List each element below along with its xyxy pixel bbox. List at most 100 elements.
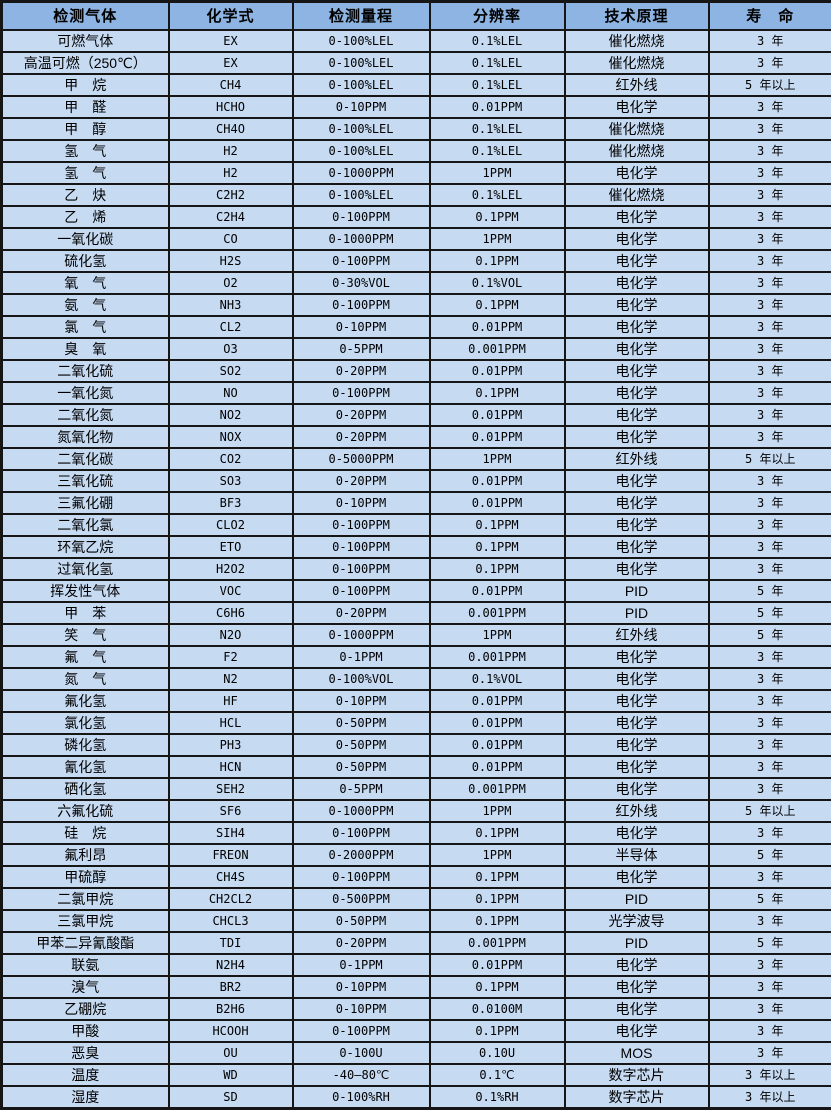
table-row: 三氟化硼 BF3 0-10PPM 0.01PPM 电化学 3 年: [2, 492, 831, 514]
cell-lifespan: 3 年: [709, 690, 831, 712]
cell-detection-range: 0-20PPM: [293, 602, 430, 624]
cell-technology: 电化学: [565, 998, 709, 1020]
cell-lifespan: 3 年: [709, 976, 831, 998]
cell-resolution: 0.1%VOL: [430, 668, 565, 690]
cell-chemical-formula: N2O: [169, 624, 293, 646]
cell-technology: 红外线: [565, 624, 709, 646]
table-row: 乙 炔 C2H2 0-100%LEL 0.1%LEL 催化燃烧 3 年: [2, 184, 831, 206]
cell-detection-range: 0-20PPM: [293, 470, 430, 492]
cell-detection-range: 0-1000PPM: [293, 162, 430, 184]
cell-gas-name: 过氧化氢: [2, 558, 169, 580]
cell-gas-name: 湿度: [2, 1086, 169, 1109]
cell-gas-name: 挥发性气体: [2, 580, 169, 602]
table-row: 氮氧化物 NOX 0-20PPM 0.01PPM 电化学 3 年: [2, 426, 831, 448]
cell-resolution: 0.1PPM: [430, 822, 565, 844]
table-row: 溴气 BR2 0-10PPM 0.1PPM 电化学 3 年: [2, 976, 831, 998]
table-row: 乙硼烷 B2H6 0-10PPM 0.0100M 电化学 3 年: [2, 998, 831, 1020]
cell-chemical-formula: CO: [169, 228, 293, 250]
cell-technology: 数字芯片: [565, 1086, 709, 1109]
table-row: 联氨 N2H4 0-1PPM 0.01PPM 电化学 3 年: [2, 954, 831, 976]
cell-chemical-formula: CH4S: [169, 866, 293, 888]
cell-technology: 电化学: [565, 206, 709, 228]
cell-gas-name: 氯化氢: [2, 712, 169, 734]
cell-technology: 电化学: [565, 404, 709, 426]
cell-technology: 半导体: [565, 844, 709, 866]
cell-gas-name: 联氨: [2, 954, 169, 976]
cell-lifespan: 3 年: [709, 712, 831, 734]
cell-chemical-formula: F2: [169, 646, 293, 668]
header-row: 检测气体 化学式 检测量程 分辨率 技术原理 寿 命: [2, 2, 831, 30]
cell-technology: 催化燃烧: [565, 140, 709, 162]
table-row: 湿度 SD 0-100%RH 0.1%RH 数字芯片 3 年以上: [2, 1086, 831, 1109]
cell-detection-range: 0-1PPM: [293, 954, 430, 976]
cell-lifespan: 3 年: [709, 228, 831, 250]
table-row: 挥发性气体 VOC 0-100PPM 0.01PPM PID 5 年: [2, 580, 831, 602]
table-row: 氧 气 O2 0-30%VOL 0.1%VOL 电化学 3 年: [2, 272, 831, 294]
cell-lifespan: 5 年: [709, 844, 831, 866]
cell-gas-name: 甲硫醇: [2, 866, 169, 888]
cell-detection-range: 0-5000PPM: [293, 448, 430, 470]
cell-technology: 电化学: [565, 272, 709, 294]
cell-chemical-formula: C2H4: [169, 206, 293, 228]
cell-technology: 催化燃烧: [565, 52, 709, 74]
cell-resolution: 0.01PPM: [430, 690, 565, 712]
cell-resolution: 1PPM: [430, 228, 565, 250]
table-row: 过氧化氢 H2O2 0-100PPM 0.1PPM 电化学 3 年: [2, 558, 831, 580]
cell-gas-name: 二氧化碳: [2, 448, 169, 470]
cell-lifespan: 3 年: [709, 778, 831, 800]
cell-detection-range: 0-100%LEL: [293, 184, 430, 206]
table-row: 氢 气 H2 0-100%LEL 0.1%LEL 催化燃烧 3 年: [2, 140, 831, 162]
cell-technology: 电化学: [565, 294, 709, 316]
cell-technology: 电化学: [565, 668, 709, 690]
cell-chemical-formula: C6H6: [169, 602, 293, 624]
cell-lifespan: 3 年: [709, 954, 831, 976]
cell-lifespan: 3 年: [709, 272, 831, 294]
cell-lifespan: 3 年: [709, 118, 831, 140]
cell-detection-range: 0-100PPM: [293, 514, 430, 536]
cell-technology: 电化学: [565, 734, 709, 756]
cell-technology: PID: [565, 602, 709, 624]
cell-lifespan: 5 年: [709, 602, 831, 624]
cell-chemical-formula: CHCL3: [169, 910, 293, 932]
cell-resolution: 0.0100M: [430, 998, 565, 1020]
cell-gas-name: 二氧化硫: [2, 360, 169, 382]
cell-lifespan: 3 年: [709, 52, 831, 74]
cell-gas-name: 甲苯二异氰酸酯: [2, 932, 169, 954]
table-row: 氟 气 F2 0-1PPM 0.001PPM 电化学 3 年: [2, 646, 831, 668]
cell-chemical-formula: CL2: [169, 316, 293, 338]
cell-detection-range: 0-50PPM: [293, 756, 430, 778]
cell-gas-name: 甲酸: [2, 1020, 169, 1042]
cell-detection-range: 0-100PPM: [293, 1020, 430, 1042]
cell-technology: 催化燃烧: [565, 118, 709, 140]
cell-technology: 光学波导: [565, 910, 709, 932]
cell-detection-range: 0-100PPM: [293, 294, 430, 316]
cell-gas-name: 二氧化氯: [2, 514, 169, 536]
cell-lifespan: 3 年: [709, 316, 831, 338]
cell-detection-range: 0-500PPM: [293, 888, 430, 910]
cell-chemical-formula: SD: [169, 1086, 293, 1109]
cell-resolution: 0.01PPM: [430, 756, 565, 778]
cell-resolution: 0.01PPM: [430, 580, 565, 602]
cell-gas-name: 氧 气: [2, 272, 169, 294]
cell-detection-range: 0-1000PPM: [293, 800, 430, 822]
cell-technology: 电化学: [565, 712, 709, 734]
cell-detection-range: 0-20PPM: [293, 932, 430, 954]
cell-chemical-formula: EX: [169, 52, 293, 74]
cell-gas-name: 可燃气体: [2, 30, 169, 52]
cell-detection-range: 0-100PPM: [293, 866, 430, 888]
cell-gas-name: 甲 醛: [2, 96, 169, 118]
cell-technology: 电化学: [565, 426, 709, 448]
cell-chemical-formula: EX: [169, 30, 293, 52]
cell-technology: 电化学: [565, 690, 709, 712]
cell-lifespan: 3 年: [709, 360, 831, 382]
table-row: 高温可燃（250℃） EX 0-100%LEL 0.1%LEL 催化燃烧 3 年: [2, 52, 831, 74]
cell-detection-range: 0-100%VOL: [293, 668, 430, 690]
cell-chemical-formula: HF: [169, 690, 293, 712]
cell-resolution: 1PPM: [430, 800, 565, 822]
cell-resolution: 0.001PPM: [430, 646, 565, 668]
cell-technology: 电化学: [565, 976, 709, 998]
cell-technology: 电化学: [565, 250, 709, 272]
cell-detection-range: 0-30%VOL: [293, 272, 430, 294]
cell-chemical-formula: SO2: [169, 360, 293, 382]
cell-gas-name: 氨 气: [2, 294, 169, 316]
